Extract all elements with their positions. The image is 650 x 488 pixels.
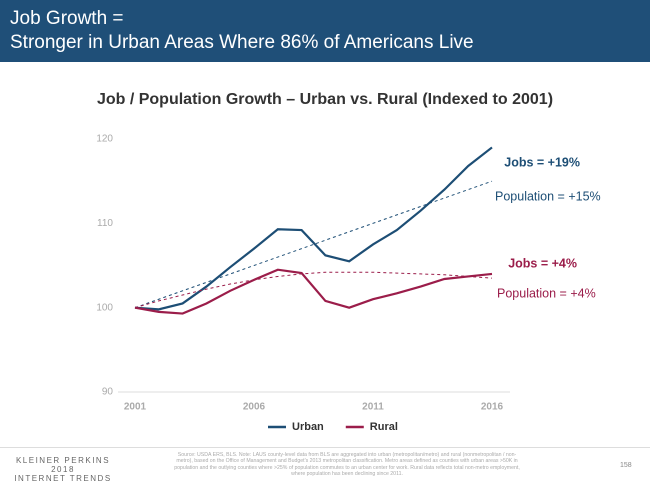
- page-number: 158: [620, 462, 632, 469]
- source-note: Source: USDA ERS, BLS. Note: LAUS county…: [174, 452, 520, 478]
- brand: KLEINER PERKINS 2018 INTERNET TRENDS: [8, 456, 118, 483]
- brand-line: KLEINER PERKINS: [15, 456, 111, 465]
- y-tick-label: 100: [96, 302, 113, 313]
- x-tick-label: 2016: [481, 402, 504, 413]
- brand-line: INTERNET TRENDS: [14, 474, 112, 483]
- x-tick-label: 2011: [362, 402, 384, 413]
- header-title: Job Growth =: [10, 8, 124, 29]
- annotation: Population = +15%: [495, 189, 601, 203]
- chart: Job / Population Growth – Urban vs. Rura…: [96, 91, 601, 433]
- annotation: Jobs = +19%: [504, 155, 580, 169]
- annotation: Population = +4%: [497, 286, 596, 300]
- series-line: [134, 268, 493, 315]
- x-tick-label: 2001: [124, 402, 147, 413]
- y-tick-label: 120: [96, 134, 113, 145]
- brand-line: 2018: [51, 465, 75, 474]
- legend-label: Urban: [292, 421, 324, 433]
- x-tick-label: 2006: [243, 402, 266, 413]
- legend-label: Rural: [370, 421, 398, 433]
- header-title: Stronger in Urban Areas Where 86% of Ame…: [10, 32, 474, 53]
- trend-line: [134, 271, 493, 309]
- series-line: [134, 146, 493, 311]
- annotation: Jobs = +4%: [508, 256, 577, 270]
- chart-title: Job / Population Growth – Urban vs. Rura…: [97, 91, 553, 108]
- header: Job Growth = Stronger in Urban Areas Whe…: [0, 0, 650, 62]
- footer-rule: [0, 447, 650, 448]
- y-tick-label: 90: [102, 387, 114, 398]
- y-tick-label: 110: [97, 218, 113, 229]
